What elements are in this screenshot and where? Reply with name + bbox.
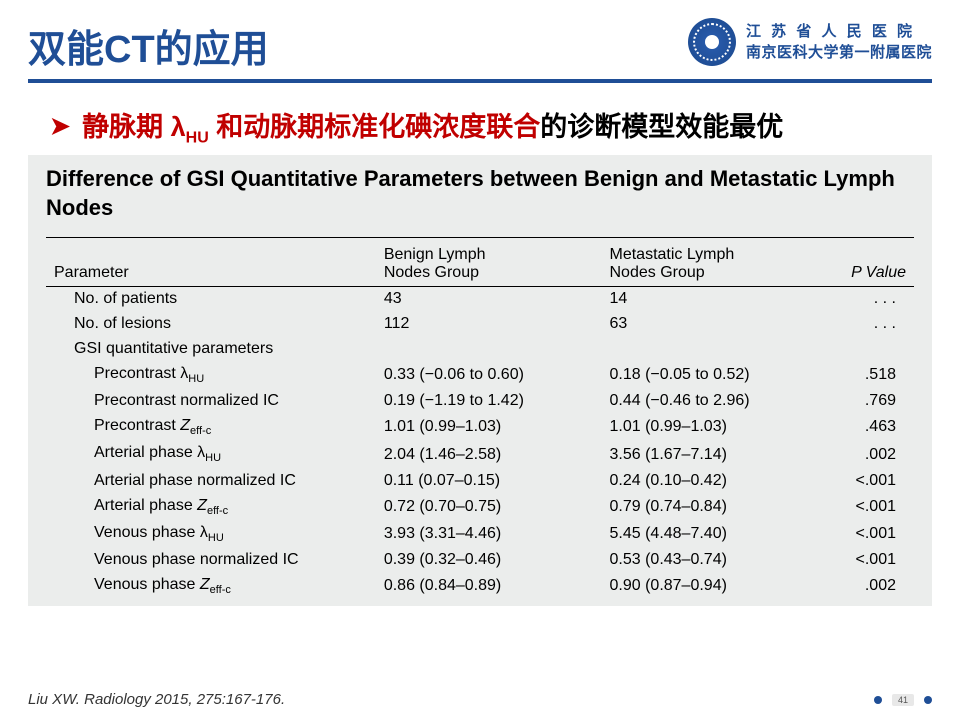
cell-parameter: Arterial phase Zeff-c: [46, 493, 376, 520]
slide-title: 双能CT的应用: [28, 18, 269, 73]
table-row: Precontrast Zeff-c1.01 (0.99–1.03)1.01 (…: [46, 414, 914, 441]
cell-pvalue: . . .: [827, 286, 914, 312]
cell-pvalue: <.001: [827, 468, 914, 493]
dot-icon: [874, 696, 882, 704]
table-row: Venous phase normalized IC0.39 (0.32–0.4…: [46, 548, 914, 573]
cell-benign: [376, 337, 602, 362]
cell-pvalue: [827, 337, 914, 362]
cell-metastatic: 0.79 (0.74–0.84): [602, 493, 828, 520]
cell-pvalue: .518: [827, 362, 914, 389]
cell-metastatic: [602, 337, 828, 362]
cell-benign: 0.72 (0.70–0.75): [376, 493, 602, 520]
cell-parameter: Precontrast normalized IC: [46, 389, 376, 414]
cell-parameter: No. of lesions: [46, 312, 376, 337]
cell-parameter: Precontrast λHU: [46, 362, 376, 389]
citation: Liu XW. Radiology 2015, 275:167-176.: [28, 691, 285, 708]
table-row: No. of lesions11263. . .: [46, 312, 914, 337]
dot-icon: [924, 696, 932, 704]
cell-benign: 2.04 (1.46–2.58): [376, 441, 602, 468]
hospital-line2: 南京医科大学第一附属医院: [746, 42, 932, 63]
hospital-logo-icon: [688, 18, 736, 66]
slide-header: 双能CT的应用 江 苏 省 人 民 医 院 南京医科大学第一附属医院: [0, 0, 960, 79]
cell-metastatic: 5.45 (4.48–7.40): [602, 520, 828, 547]
table-row: Arterial phase normalized IC0.11 (0.07–0…: [46, 468, 914, 493]
table-row: Precontrast λHU0.33 (−0.06 to 0.60)0.18 …: [46, 362, 914, 389]
col-benign: Benign LymphNodes Group: [376, 237, 602, 286]
hospital-line1: 江 苏 省 人 民 医 院: [746, 21, 932, 42]
cell-metastatic: 0.44 (−0.46 to 2.96): [602, 389, 828, 414]
table-row: Arterial phase Zeff-c0.72 (0.70–0.75)0.7…: [46, 493, 914, 520]
hospital-name: 江 苏 省 人 民 医 院 南京医科大学第一附属医院: [746, 21, 932, 63]
cell-pvalue: .769: [827, 389, 914, 414]
cell-metastatic: 0.53 (0.43–0.74): [602, 548, 828, 573]
cell-metastatic: 0.18 (−0.05 to 0.52): [602, 362, 828, 389]
cell-metastatic: 63: [602, 312, 828, 337]
cell-pvalue: . . .: [827, 312, 914, 337]
cell-pvalue: <.001: [827, 520, 914, 547]
hospital-logo-block: 江 苏 省 人 民 医 院 南京医科大学第一附属医院: [688, 18, 932, 66]
table-row: Arterial phase λHU2.04 (1.46–2.58)3.56 (…: [46, 441, 914, 468]
cell-benign: 0.39 (0.32–0.46): [376, 548, 602, 573]
cell-benign: 1.01 (0.99–1.03): [376, 414, 602, 441]
cell-pvalue: .002: [827, 441, 914, 468]
col-metastatic: Metastatic LymphNodes Group: [602, 237, 828, 286]
table-row: Precontrast normalized IC0.19 (−1.19 to …: [46, 389, 914, 414]
cell-parameter: GSI quantitative parameters: [46, 337, 376, 362]
cell-metastatic: 1.01 (0.99–1.03): [602, 414, 828, 441]
table-body: No. of patients4314. . .No. of lesions11…: [46, 286, 914, 600]
col-pvalue: P Value: [827, 237, 914, 286]
cell-parameter: Venous phase normalized IC: [46, 548, 376, 573]
table-row: Venous phase Zeff-c0.86 (0.84–0.89)0.90 …: [46, 573, 914, 600]
table-row: GSI quantitative parameters: [46, 337, 914, 362]
subtitle-text: 静脉期 λHU 和动脉期标准化碘浓度联合的诊断模型效能最优: [82, 105, 783, 147]
bullet-arrow-icon: ➤: [50, 112, 70, 141]
cell-pvalue: <.001: [827, 548, 914, 573]
cell-benign: 0.33 (−0.06 to 0.60): [376, 362, 602, 389]
subtitle: ➤ 静脉期 λHU 和动脉期标准化碘浓度联合的诊断模型效能最优: [0, 83, 960, 155]
cell-parameter: No. of patients: [46, 286, 376, 312]
cell-parameter: Venous phase λHU: [46, 520, 376, 547]
cell-parameter: Arterial phase λHU: [46, 441, 376, 468]
cell-metastatic: 14: [602, 286, 828, 312]
cell-parameter: Venous phase Zeff-c: [46, 573, 376, 600]
cell-benign: 43: [376, 286, 602, 312]
cell-parameter: Arterial phase normalized IC: [46, 468, 376, 493]
cell-parameter: Precontrast Zeff-c: [46, 414, 376, 441]
table-row: Venous phase λHU3.93 (3.31–4.46)5.45 (4.…: [46, 520, 914, 547]
cell-benign: 3.93 (3.31–4.46): [376, 520, 602, 547]
cell-metastatic: 0.24 (0.10–0.42): [602, 468, 828, 493]
cell-benign: 112: [376, 312, 602, 337]
table-title: Difference of GSI Quantitative Parameter…: [46, 165, 914, 222]
cell-benign: 0.11 (0.07–0.15): [376, 468, 602, 493]
cell-metastatic: 3.56 (1.67–7.14): [602, 441, 828, 468]
page-indicator: 41: [874, 694, 932, 706]
data-table-container: Difference of GSI Quantitative Parameter…: [28, 155, 932, 605]
cell-benign: 0.19 (−1.19 to 1.42): [376, 389, 602, 414]
parameters-table: Parameter Benign LymphNodes Group Metast…: [46, 237, 914, 600]
table-row: No. of patients4314. . .: [46, 286, 914, 312]
cell-pvalue: <.001: [827, 493, 914, 520]
page-number: 41: [892, 694, 914, 706]
cell-pvalue: .463: [827, 414, 914, 441]
cell-pvalue: .002: [827, 573, 914, 600]
col-parameter: Parameter: [46, 237, 376, 286]
cell-metastatic: 0.90 (0.87–0.94): [602, 573, 828, 600]
cell-benign: 0.86 (0.84–0.89): [376, 573, 602, 600]
